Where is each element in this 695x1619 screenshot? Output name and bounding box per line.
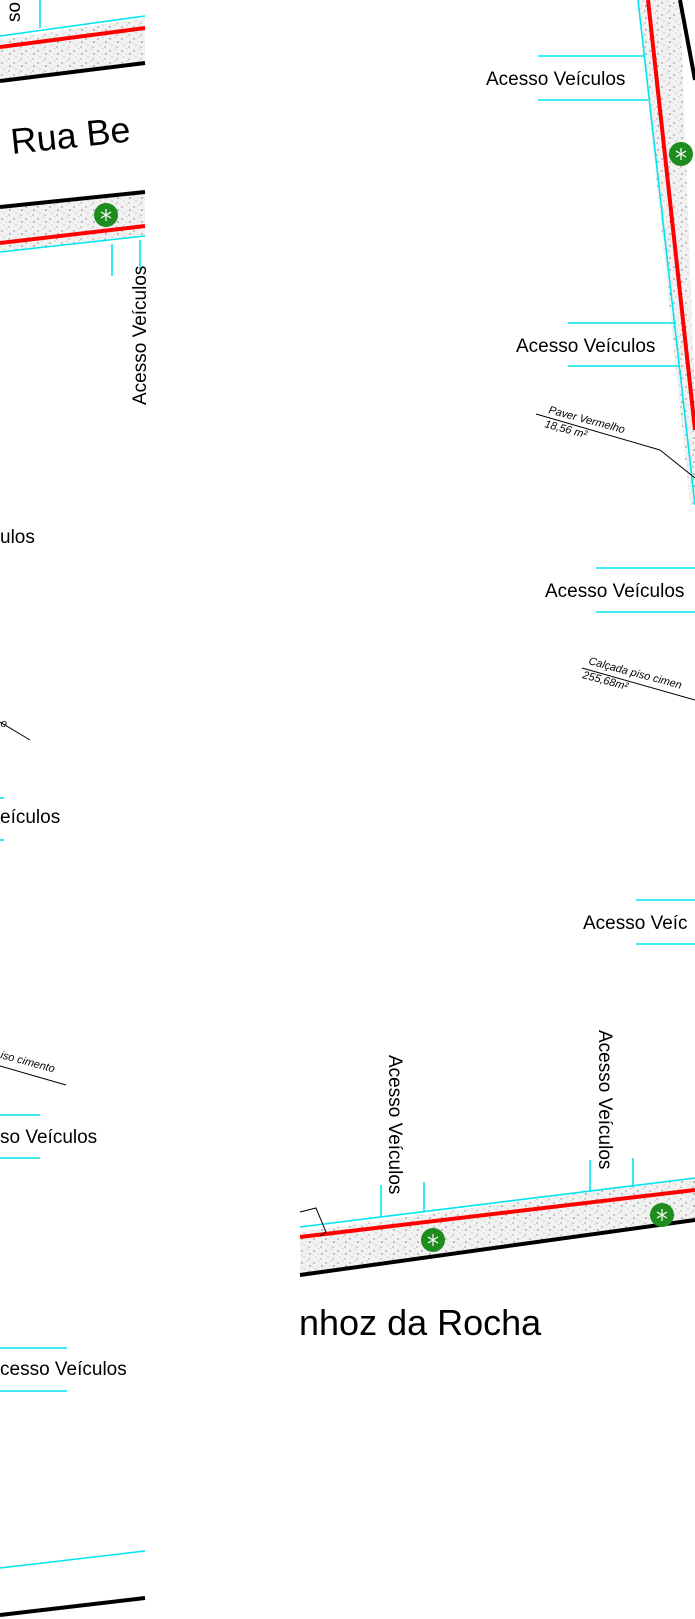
vehicle-access-cut-5: Acesso Veíc xyxy=(583,913,688,934)
vehicle-access-label-1: Acesso Veículos xyxy=(486,69,625,90)
sidewalk-strip-bottom-right xyxy=(300,1177,695,1275)
vehicle-access-label-vertical-2: Acesso Veículos xyxy=(594,1030,615,1169)
vehicle-access-cut-1: ulos xyxy=(0,527,35,548)
vehicle-access-cut-3: so Veículos xyxy=(0,1127,97,1148)
left-sheet: so Rua Be Acesso Veículos ulos o eículos… xyxy=(0,0,151,1617)
tree-icon xyxy=(421,1228,445,1252)
street-name-bottom: nhoz da Rocha xyxy=(299,1302,542,1343)
sidewalk-note: Calçada piso cimen 255,68m² xyxy=(580,655,695,701)
vehicle-access-label-left-vertical: Acesso Veículos xyxy=(130,266,151,405)
tree-icon xyxy=(650,1203,674,1227)
tree-icon xyxy=(94,203,118,227)
vehicle-access-label-3: Acesso Veículos xyxy=(545,581,684,602)
vehicle-access-label-vertical-1: Acesso Veículos xyxy=(384,1055,405,1194)
sidewalk-note-cut-left: iso cimento xyxy=(0,1049,56,1075)
right-sheet: Acesso Veículos Acesso Veículos Paver Ve… xyxy=(299,0,695,1343)
street-name-left: Rua Be xyxy=(9,109,133,162)
vehicle-access-cut-2: eículos xyxy=(0,807,60,828)
vehicle-access-cut-4: cesso Veículos xyxy=(0,1359,127,1380)
vehicle-access-label-2: Acesso Veículos xyxy=(516,336,655,357)
paver-note: Paver Vermelho 18,56 m² xyxy=(535,404,695,479)
tree-icon xyxy=(669,142,693,166)
cut-label-top-left: so xyxy=(4,2,25,22)
